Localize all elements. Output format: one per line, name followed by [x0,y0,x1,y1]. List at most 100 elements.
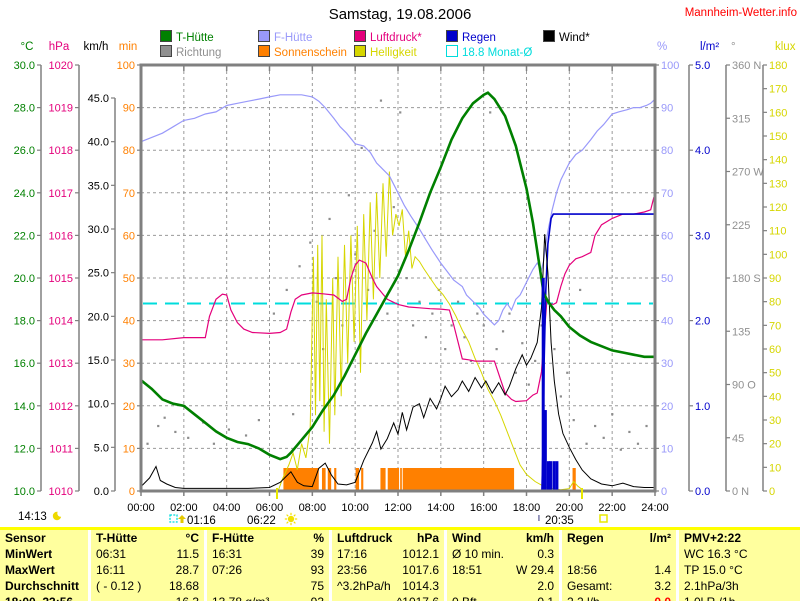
table-cell-r1c5-value: 1.4 [654,563,671,577]
table-cell-r2c5-label: Gesamt: [567,579,613,593]
direction-dot [334,277,338,280]
table-cell-r3c1-value: 16.3 [176,594,199,601]
x-axis-label: 14:00 [427,502,455,514]
axis-tick-label-min: 70 [123,188,135,200]
direction-dot [444,348,447,351]
direction-dot [424,336,428,339]
axis-tick-label-temp: 14.0 [14,401,35,413]
axis-tick-label-hpa: 1015 [49,273,73,285]
axis-tick-label-klux: 90 [769,273,781,285]
axis-tick-label-lm2: 2.0 [695,316,710,328]
axis-unit-hpa: hPa [49,41,70,53]
table-cell-r0c1: 06:31 11.5 [88,546,204,562]
table-header-col3-value: hPa [416,531,439,545]
sunshine-bar [355,467,360,491]
table-cell-r0c2-value: 39 [310,547,324,561]
legend-item-richtung: Richtung [160,45,221,59]
table-cell-r3c4-label: 0 Bft [452,594,477,601]
table-header-col5: Regen l/m² [559,530,676,546]
table-row-label: MaxWert [5,563,55,577]
direction-dot [285,288,288,292]
x-axis-label: 02:00 [170,502,198,514]
direction-dot [619,448,622,451]
table-cell-r1c4: 18:51 W 29.4 [444,562,559,578]
table-cell-r1c1-value: 28.7 [175,563,199,577]
axis-tick-label-klux: 70 [769,320,781,332]
axis-tick-label-temp: 22.0 [14,230,35,242]
legend-item-luftdruck: Luftdruck* [354,30,422,44]
direction-dot [227,428,231,431]
axis-tick-label-klux: 180 [769,60,787,72]
series-f-h-tte [140,94,656,326]
table-header-col3-label: Luftdruck [337,531,393,545]
table-header-col2-value: % [313,531,324,545]
axis-tick-label-klux: 0 [769,486,775,498]
table-cell-r1c5: 18:56 1.4 [559,562,676,578]
table-row-maxwert: MaxWert 16:11 28.7 07:26 93 23:56 1017.6 18:51 W… [0,562,800,578]
table-cell-pmv: 2.1hPa/3h [676,578,800,594]
direction-dot [399,111,402,114]
axis-tick-label-pct: 40 [661,316,673,328]
series-luftdruck [141,196,655,403]
axis-tick-label-kmh: 5.0 [94,442,109,454]
axis-tick-label-hpa: 1019 [49,103,73,115]
axis-tick-label-klux: 50 [769,368,781,380]
axis-tick-label-temp: 30.0 [14,60,35,72]
direction-dot [456,300,460,303]
axis-tick-label-temp: 28.0 [14,103,35,115]
table-row-18-00-23-56: 18:00–23:5616.313.78 g/m³93^1017.60 Bft0… [0,594,800,601]
legend-swatch-wind-icon [543,30,555,42]
axis-tick-label-kmh: 30.0 [88,224,109,236]
direction-dot [272,312,275,315]
table-row-label: 18:00–23:56 [0,594,88,601]
event-tick-icon [538,515,540,521]
x-axis-label: 24:00 [641,502,669,514]
direction-dot [392,206,395,209]
moon-icon [52,510,64,521]
direction-dot [521,342,524,345]
legend-item-t-huette: T-Hütte [160,30,214,44]
axis-tick-label-pct: 10 [661,443,673,455]
direction-dot [476,312,479,315]
chart-svg: 00:00 02:00 04:00 06:00 08:00 10:00 12:00 14:00… [14,41,796,527]
axis-tick-label-klux: 130 [769,178,787,190]
sunshine-bar [402,467,515,491]
brand-link[interactable]: Mannheim-Wetter.info [684,7,797,19]
table-cell-r3c3: ^1017.6 [329,594,444,601]
axis-tick-label-temp: 16.0 [14,358,35,370]
table-cell-r1c3: 23:56 1017.6 [329,562,444,578]
sunshine-bar [400,467,402,491]
axis-tick-label-klux: 110 [769,226,787,238]
table-cell-r2c1-label: ( - 0.12 ) [96,579,142,593]
direction-dot [309,241,312,244]
table-cell-r2c4: 2.0 [444,578,559,594]
axis-tick-label-kmh: 25.0 [88,268,109,280]
legend-item-sonnenschein: Sonnenschein [258,45,347,59]
table-cell-r2c3: ^3.2hPa/h 1014.3 [329,578,444,594]
direction-dot [611,413,614,416]
table-header-col1: T-Hütte °C [88,530,204,546]
axis-tick-label-min: 0 [129,486,135,498]
axis-tick-label-min: 90 [123,103,135,115]
sunset-marker-label: 20:35 [545,515,574,527]
table-cell-r3c2-value: 93 [311,594,324,601]
sunrise-marker-label: 06:22 [247,515,276,527]
legend-swatch-f-huette-icon [258,30,270,42]
direction-dot [386,312,389,315]
table-cell-r0c3-value: 1012.1 [402,547,439,561]
x-axis-label: 16:00 [470,502,498,514]
sunshine-bar [572,467,576,491]
direction-dot [431,312,434,315]
table-cell-r0c1-label: 06:31 [96,547,127,561]
rain-bar [541,278,545,491]
axis-tick-label-dir: 0 N [732,486,749,498]
legend-swatch-helligkeit-icon [354,45,366,57]
table-cell-r2c5: Gesamt: 3.2 [559,578,676,594]
table-cell-r1c1: 16:11 28.7 [88,562,204,578]
sunshine-bar [321,467,326,491]
axis-unit-temp: °C [21,41,34,53]
axis-tick-label-pct: 30 [661,358,673,370]
direction-dot [508,312,511,315]
axis-tick-label-dir: 135 [732,326,750,338]
